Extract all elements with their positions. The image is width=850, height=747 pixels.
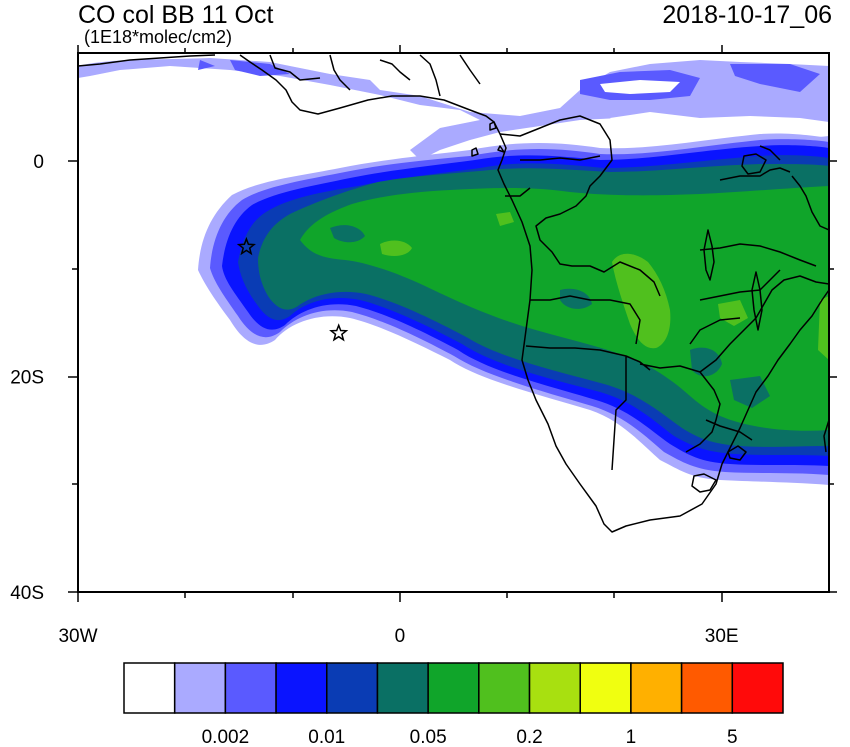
colorbar-label: 1 [626,727,637,747]
west-africa-coast [78,54,216,67]
plume-north-white [600,80,829,140]
y-tick-label: 20S [10,367,44,388]
plot-frame [77,52,830,593]
valid-time: 2018-10-17_06 [662,1,832,29]
y-tick-label: 0 [33,152,44,173]
star-marker-west [236,236,256,256]
colorbar-swatch [579,662,632,714]
colorbar-swatch [731,662,784,714]
map-title: CO col BB 11 Oct [78,1,274,29]
colorbar-swatch [376,662,429,714]
x-axis-labels: 30W 0 30E [58,626,738,647]
colorbar-label: 5 [727,727,738,747]
star-marker-south [329,323,349,342]
colorbar-swatch [427,662,480,714]
colorbar-swatch [680,662,734,714]
colorbar-label: 0.05 [410,727,447,747]
y-axis-labels: 0 20S 40S [10,152,44,604]
colorbar-swatch [478,662,531,714]
lakes [703,153,767,331]
country-borders [269,54,829,493]
colorbar-label: 0.002 [202,727,250,747]
colorbar-swatch [528,662,581,714]
colorbar-swatch [224,662,277,714]
station-markers [236,236,349,342]
colorbar-swatch [630,662,683,714]
colorbar-swatch [275,662,328,714]
colorbar-swatch [123,662,176,714]
islands [471,121,505,157]
frame-ticks [68,45,837,602]
colorbar-label: 0.01 [308,727,345,747]
coastlines [78,54,829,533]
co-plume [78,58,829,486]
colorbar-label: 0.2 [516,727,542,747]
east-africa-coast [791,175,829,231]
x-tick-label: 30W [58,626,97,647]
colorbar-swatch [326,662,379,714]
y-tick-label: 40S [10,583,44,604]
madagascar [823,419,829,453]
africa-coastline [239,54,829,533]
colorbar-swatch [173,662,227,714]
map-units: (1E18*molec/cm2) [84,27,233,47]
colorbar: 0.002 0.01 0.05 0.2 1 5 [123,662,784,747]
x-tick-label: 0 [395,626,406,647]
x-tick-label: 30E [705,626,739,647]
